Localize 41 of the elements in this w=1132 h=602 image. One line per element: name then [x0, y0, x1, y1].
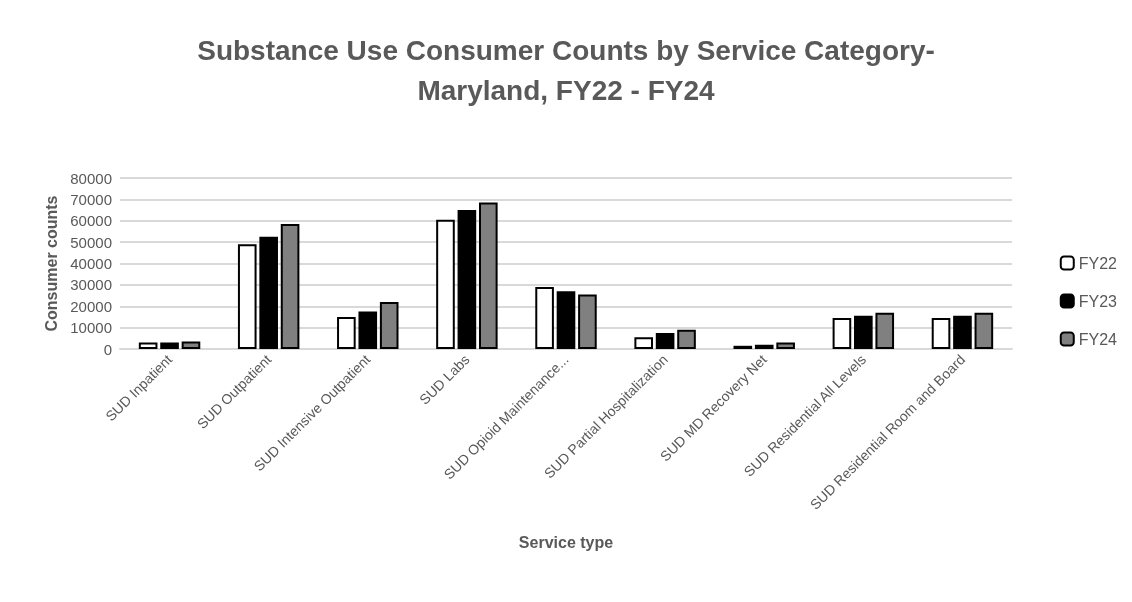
bar: [259, 236, 278, 349]
y-tick-label: 10000: [70, 319, 112, 337]
bar: [436, 219, 455, 349]
y-tick-label: 50000: [70, 233, 112, 251]
y-tick-label: 30000: [70, 276, 112, 294]
bar: [556, 291, 576, 349]
y-tick-label: 70000: [70, 190, 112, 208]
bar: [280, 223, 300, 349]
bar: [457, 210, 477, 349]
bar: [776, 342, 795, 349]
bar: [875, 312, 895, 349]
bar: [379, 301, 399, 349]
bar: [181, 341, 201, 349]
chart-title: Substance Use Consumer Counts by Service Category- Maryland, FY22 - FY24: [197, 34, 935, 106]
y-tick-label: 80000: [70, 169, 112, 187]
bar: [237, 244, 257, 349]
y-tick-label: 20000: [70, 297, 112, 315]
bar: [634, 337, 654, 349]
bar: [358, 311, 378, 349]
bar: [953, 315, 972, 349]
bar: [337, 316, 356, 349]
y-tick-label: 0: [103, 340, 112, 358]
bar: [655, 332, 675, 349]
y-axis-title: Consumer counts: [42, 195, 60, 332]
bar: [478, 202, 498, 349]
bar: [832, 318, 852, 349]
legend-label: FY23: [1078, 292, 1118, 310]
legend-label: FY24: [1078, 330, 1118, 348]
bar: [854, 315, 873, 349]
bar: [974, 312, 994, 349]
y-tick-label: 40000: [70, 255, 112, 272]
legend-label: FY22: [1078, 254, 1118, 272]
bar: [535, 287, 554, 349]
y-tick-label: 60000: [70, 212, 112, 230]
bar: [931, 318, 951, 349]
bar: [754, 344, 774, 349]
bar: [578, 294, 597, 349]
bar: [677, 329, 696, 349]
bar: [160, 342, 179, 349]
bar: [138, 342, 158, 349]
x-axis-title: Service type: [518, 533, 614, 551]
